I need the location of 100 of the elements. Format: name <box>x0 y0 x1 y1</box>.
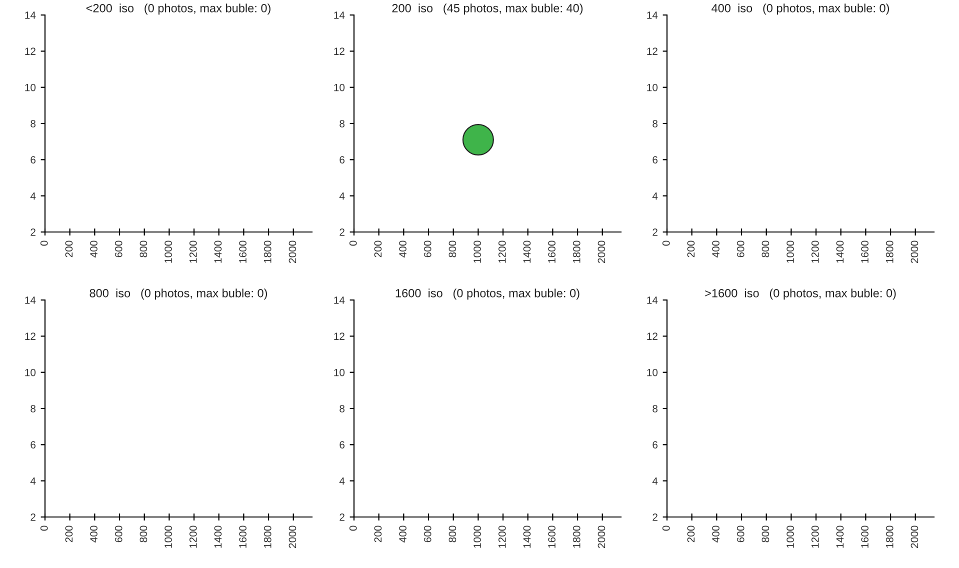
x-tick-label: 1600 <box>239 240 246 263</box>
y-tick-label: 2 <box>340 228 344 236</box>
y-tick-label: 4 <box>339 477 345 485</box>
y-tick-label: 4 <box>30 477 36 485</box>
x-tick-label: 800 <box>140 240 148 258</box>
y-tick-label: 6 <box>340 441 345 449</box>
x-tick-label: 1600 <box>548 240 556 263</box>
chart-title: >1600 iso (0 photos, max buble: 0) <box>705 288 896 300</box>
x-tick-label: 1600 <box>239 526 246 548</box>
y-tick-label: 6 <box>652 156 658 164</box>
x-tick-label: 600 <box>736 240 744 258</box>
y-tick-label: 8 <box>340 120 345 128</box>
y-tick-label: 14 <box>647 12 658 19</box>
x-tick-label: 1400 <box>214 240 222 263</box>
x-tick-label: 800 <box>762 526 770 542</box>
y-tick-label: 2 <box>652 228 658 236</box>
x-tick-label: 1000 <box>164 526 172 548</box>
y-tick-label: 10 <box>647 84 658 92</box>
y-tick-label: 8 <box>30 120 36 128</box>
x-tick-label: 1200 <box>498 240 506 263</box>
y-tick-label: 10 <box>334 368 345 376</box>
x-tick-label: 0 <box>349 240 357 246</box>
x-tick-label: 2000 <box>598 526 606 548</box>
x-tick-label: 1000 <box>474 240 481 263</box>
x-tick-label: 1000 <box>474 526 481 548</box>
x-tick-label: 1000 <box>786 526 794 548</box>
y-tick-label: 12 <box>25 48 36 55</box>
x-tick-label: 1400 <box>214 526 222 548</box>
y-tick-label: 2 <box>30 228 36 236</box>
y-tick-label: 10 <box>647 368 658 376</box>
x-tick-label: 0 <box>40 240 48 246</box>
x-tick-label: 1200 <box>189 240 197 263</box>
y-tick-label: 2 <box>652 514 658 521</box>
x-tick-label: 1800 <box>264 240 272 263</box>
y-tick-label: 12 <box>25 332 36 340</box>
x-tick-label: 1400 <box>836 240 844 263</box>
x-tick-label: 1200 <box>498 526 506 548</box>
x-tick-label: 400 <box>90 240 98 258</box>
chart-title: 1600 iso (0 photos, max buble: 0) <box>396 288 580 300</box>
y-tick-label: 10 <box>25 84 36 92</box>
x-tick-label: 1200 <box>811 526 819 548</box>
x-tick-label: 800 <box>448 526 456 542</box>
y-tick-label: 12 <box>334 48 344 55</box>
x-tick-label: 0 <box>662 526 670 531</box>
y-tick-label: 4 <box>339 192 345 200</box>
y-tick-label: 14 <box>647 296 658 304</box>
x-tick-label: 1600 <box>861 526 868 548</box>
x-tick-label: 1800 <box>886 526 894 548</box>
x-tick-label: 1200 <box>189 526 197 548</box>
y-tick-label: 14 <box>334 12 345 19</box>
y-tick-label: 4 <box>652 192 658 200</box>
y-tick-label: 8 <box>652 120 658 128</box>
x-tick-label: 1600 <box>861 240 868 263</box>
x-tick-label: 1600 <box>548 526 556 548</box>
y-tick-label: 6 <box>652 441 658 449</box>
chart-title: 400 iso (0 photos, max buble: 0) <box>712 4 890 15</box>
y-tick-label: 6 <box>340 156 345 164</box>
x-tick-label: 400 <box>712 240 720 258</box>
x-tick-label: 200 <box>687 526 695 542</box>
x-tick-label: 0 <box>40 526 48 531</box>
x-tick-label: 600 <box>114 526 122 542</box>
y-tick-label: 14 <box>25 12 36 19</box>
chart-title: <200 iso (0 photos, max buble: 0) <box>86 4 270 15</box>
y-tick-label: 6 <box>30 441 36 449</box>
y-tick-label: 4 <box>30 192 36 200</box>
x-tick-label: 2000 <box>910 526 918 548</box>
x-tick-label: 200 <box>374 526 382 542</box>
x-tick-label: 400 <box>399 526 406 542</box>
x-tick-label: 200 <box>65 526 73 542</box>
x-tick-label: 0 <box>662 240 670 246</box>
y-tick-label: 12 <box>334 332 344 340</box>
x-tick-label: 400 <box>712 526 720 542</box>
y-tick-label: 10 <box>334 84 345 92</box>
x-tick-label: 1800 <box>572 526 580 548</box>
y-tick-label: 12 <box>647 332 658 340</box>
x-tick-label: 600 <box>736 526 744 542</box>
y-tick-label: 12 <box>647 48 658 55</box>
y-tick-label: 8 <box>30 405 36 412</box>
x-tick-label: 1400 <box>523 240 531 263</box>
chart-title: 800 iso (0 photos, max buble: 0) <box>90 288 268 300</box>
x-tick-label: 1800 <box>572 240 580 263</box>
y-tick-label: 4 <box>652 477 658 485</box>
chart-title: 200 iso (45 photos, max buble: 40) <box>392 4 583 15</box>
x-tick-label: 1400 <box>523 526 531 548</box>
x-tick-label: 0 <box>349 526 357 531</box>
y-tick-label: 14 <box>334 296 345 304</box>
x-tick-label: 800 <box>140 526 148 542</box>
y-tick-label: 2 <box>30 514 36 521</box>
x-tick-label: 1800 <box>886 240 894 263</box>
x-tick-label: 1400 <box>836 526 844 548</box>
x-tick-label: 1000 <box>164 240 172 263</box>
y-tick-label: 8 <box>652 405 658 412</box>
x-tick-label: 200 <box>65 240 73 258</box>
x-tick-label: 1800 <box>264 526 272 548</box>
x-tick-label: 800 <box>762 240 770 258</box>
x-tick-label: 600 <box>424 240 432 258</box>
x-tick-label: 400 <box>90 526 98 542</box>
y-tick-label: 6 <box>30 156 36 164</box>
x-tick-label: 2000 <box>598 240 606 263</box>
x-tick-label: 600 <box>424 526 432 542</box>
